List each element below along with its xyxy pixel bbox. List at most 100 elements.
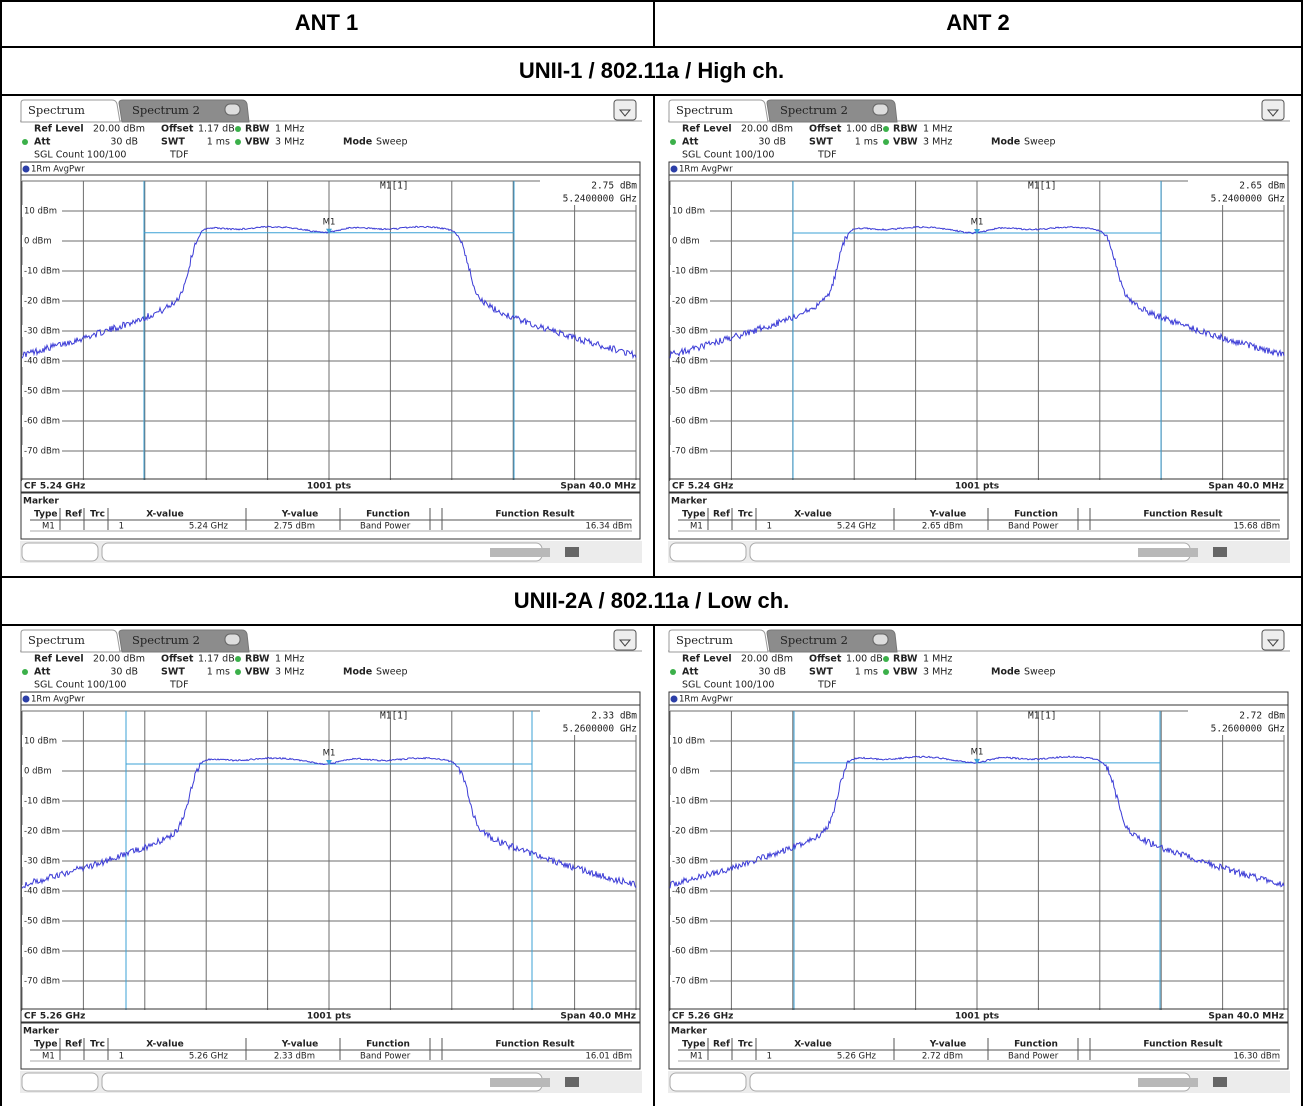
marker-tag: M1 bbox=[323, 217, 336, 227]
tab-close-icon bbox=[873, 104, 888, 115]
setting-label: Mode bbox=[343, 137, 372, 148]
readout-name: M1[1] bbox=[380, 711, 409, 722]
cell: 2.75 dBm bbox=[274, 522, 315, 532]
setting-value: 1 MHz bbox=[275, 654, 304, 665]
y-axis-label: -10 dBm bbox=[672, 267, 708, 277]
setting-label: Att bbox=[34, 137, 51, 148]
cell: 1 bbox=[119, 1052, 124, 1062]
tab-label: Spectrum 2 bbox=[780, 633, 848, 647]
y-axis-label: -10 dBm bbox=[24, 267, 60, 277]
setting-value: Sweep bbox=[376, 137, 408, 148]
readout-level: 2.72 dBm bbox=[1239, 711, 1285, 722]
y-axis-label: 0 dBm bbox=[24, 237, 52, 247]
border bbox=[653, 95, 655, 577]
status-box bbox=[670, 543, 746, 561]
y-axis-label: 10 dBm bbox=[24, 207, 57, 217]
marker-table-title: Marker bbox=[23, 1027, 59, 1037]
readout-level: 2.33 dBm bbox=[591, 711, 637, 722]
y-axis-label: 10 dBm bbox=[672, 737, 705, 747]
y-axis-label: -60 dBm bbox=[672, 947, 708, 957]
setting-label: Ref Level bbox=[682, 654, 732, 665]
setting-value: 1 ms bbox=[855, 137, 878, 148]
setting-label: Att bbox=[34, 667, 51, 678]
status-dot bbox=[22, 669, 28, 675]
y-axis-label: -60 dBm bbox=[672, 417, 708, 427]
tab-label: Spectrum 2 bbox=[132, 633, 200, 647]
cell: 5.26 GHz bbox=[837, 1052, 877, 1062]
setting-label: RBW bbox=[893, 654, 918, 665]
trace-label: 1Rm AvgPwr bbox=[679, 695, 733, 705]
trace-dot bbox=[671, 696, 678, 703]
setting-label: SWT bbox=[809, 137, 833, 148]
status-dot bbox=[670, 139, 676, 145]
marker-tag: M1 bbox=[323, 749, 336, 759]
setting-value: SGL Count 100/100 bbox=[34, 680, 126, 691]
status-box bbox=[102, 543, 542, 561]
sweep-points: 1001 pts bbox=[955, 482, 999, 492]
status-icon bbox=[1213, 1077, 1227, 1087]
column-header: Ref bbox=[65, 510, 82, 520]
setting-value: 30 dB bbox=[758, 667, 786, 678]
span: Span 40.0 MHz bbox=[560, 1012, 636, 1022]
section-title: UNII-1 / 802.11a / High ch. bbox=[0, 48, 1303, 94]
setting-value: 30 dB bbox=[110, 667, 138, 678]
y-axis-label: -50 dBm bbox=[672, 387, 708, 397]
status-box bbox=[22, 543, 98, 561]
column-header: Function bbox=[1014, 1040, 1058, 1050]
cell: M1 bbox=[42, 522, 55, 532]
y-axis-label: -30 dBm bbox=[24, 857, 60, 867]
status-dot bbox=[235, 139, 241, 145]
setting-value: 1.17 dB bbox=[198, 124, 235, 135]
setting-value: 1 MHz bbox=[923, 654, 952, 665]
y-axis-label: -30 dBm bbox=[672, 857, 708, 867]
setting-label: Ref Level bbox=[682, 124, 732, 135]
status-icon bbox=[565, 547, 579, 557]
column-header: Function Result bbox=[1143, 1040, 1223, 1050]
marker-tag: M1 bbox=[971, 218, 984, 228]
cell: 2.65 dBm bbox=[922, 522, 963, 532]
tab-label: Spectrum 2 bbox=[780, 103, 848, 117]
column-header: Type bbox=[34, 1040, 57, 1050]
setting-value: Sweep bbox=[376, 667, 408, 678]
setting-value: 20.00 dBm bbox=[93, 654, 145, 665]
status-progress bbox=[490, 548, 550, 557]
column-header: Y-value bbox=[929, 1040, 966, 1050]
y-axis-label: -10 dBm bbox=[672, 797, 708, 807]
tab-label: Spectrum 2 bbox=[132, 103, 200, 117]
cell: 15.68 dBm bbox=[1233, 522, 1280, 532]
y-axis-label: -20 dBm bbox=[672, 297, 708, 307]
spectrum-screenshot: SpectrumSpectrum 2Ref Level20.00 dBmOffs… bbox=[668, 98, 1290, 568]
cell: 16.01 dBm bbox=[585, 1052, 632, 1062]
status-box bbox=[750, 543, 1190, 561]
marker-table-title: Marker bbox=[671, 497, 707, 507]
cell: 5.24 GHz bbox=[837, 522, 877, 532]
readout-freq: 5.2600000 GHz bbox=[1211, 724, 1285, 735]
y-axis-label: -20 dBm bbox=[24, 297, 60, 307]
status-dot bbox=[883, 139, 889, 145]
setting-label: SWT bbox=[161, 137, 185, 148]
y-axis-label: -30 dBm bbox=[672, 327, 708, 337]
column-header: Ref bbox=[713, 1040, 730, 1050]
center-frequency: CF 5.26 GHz bbox=[672, 1012, 733, 1022]
trace-label: 1Rm AvgPwr bbox=[679, 165, 733, 175]
column-header: Function Result bbox=[1143, 510, 1223, 520]
setting-value: SGL Count 100/100 bbox=[682, 680, 774, 691]
section-title: UNII-2A / 802.11a / Low ch. bbox=[0, 578, 1303, 624]
cell: 5.26 GHz bbox=[189, 1052, 229, 1062]
tab-label: Spectrum bbox=[28, 103, 85, 117]
column-header: X-value bbox=[794, 1040, 831, 1050]
setting-label: SWT bbox=[161, 667, 185, 678]
border bbox=[653, 625, 655, 1106]
readout-name: M1[1] bbox=[1028, 711, 1057, 722]
y-axis-label: -60 dBm bbox=[24, 417, 60, 427]
setting-label: RBW bbox=[245, 124, 270, 135]
y-axis-label: -70 dBm bbox=[672, 977, 708, 987]
setting-label: Offset bbox=[809, 654, 842, 665]
marker-tag: M1 bbox=[971, 747, 984, 757]
setting-value: SGL Count 100/100 bbox=[682, 150, 774, 161]
setting-value: 1 ms bbox=[855, 667, 878, 678]
y-axis-label: -40 dBm bbox=[24, 887, 60, 897]
column-header: Ref bbox=[65, 1040, 82, 1050]
column-header: Trc bbox=[738, 510, 753, 520]
report-table: ANT 1 ANT 2 UNII-1 / 802.11a / High ch. … bbox=[0, 0, 1303, 1106]
